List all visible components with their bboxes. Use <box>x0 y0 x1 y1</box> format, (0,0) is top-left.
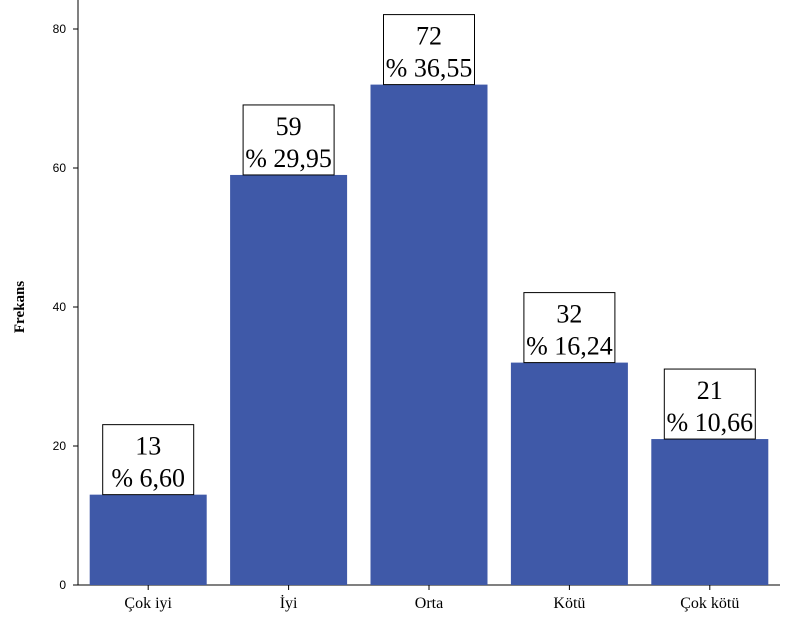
x-tick-label: Orta <box>415 595 443 612</box>
data-label-count: 59 <box>276 112 302 141</box>
data-labels: 13 % 6,60 59 % 29,95 72 % 36,55 32 % 16,24 21 % 1… <box>102 14 756 496</box>
data-label-box <box>383 14 475 86</box>
y-axis-label: Frekans <box>12 281 28 333</box>
x-tick-labels: Çok iyi İyi Orta Kötü Çok kötü <box>124 585 739 612</box>
x-tick-label: İyi <box>280 594 298 612</box>
x-tick-label: Kötü <box>553 595 585 612</box>
data-label-percent: % 10,66 <box>666 408 753 437</box>
bar <box>510 362 628 585</box>
x-tick-label: Çok iyi <box>124 595 172 612</box>
y-tick-label: 20 <box>53 439 67 453</box>
bar <box>370 84 488 585</box>
y-axis: 0 20 40 60 80 Frekans <box>12 0 79 592</box>
bar <box>230 174 348 585</box>
data-label-percent: % 29,95 <box>245 144 332 173</box>
data-label-percent: % 36,55 <box>386 54 473 83</box>
bar <box>89 494 207 585</box>
y-tick-label: 80 <box>53 22 67 36</box>
data-label-box <box>523 292 616 364</box>
bar <box>651 439 769 585</box>
y-tick-label: 40 <box>53 300 67 314</box>
data-label-count: 72 <box>416 22 442 51</box>
data-label-count: 13 <box>135 432 161 461</box>
data-label-percent: % 6,60 <box>111 464 185 493</box>
x-axis: Çok iyi İyi Orta Kötü Çok kötü <box>78 584 780 612</box>
data-label-count: 21 <box>697 376 723 405</box>
x-tick-label: Çok kötü <box>680 595 739 612</box>
y-ticks: 0 20 40 60 80 <box>53 22 78 592</box>
y-tick-label: 60 <box>53 161 67 175</box>
data-label-percent: % 16,24 <box>526 332 613 361</box>
data-label-box <box>102 424 195 496</box>
data-label-box <box>242 104 335 176</box>
data-label-box <box>663 368 756 440</box>
y-tick-label: 0 <box>59 578 66 592</box>
bars <box>89 84 769 585</box>
data-label-count: 32 <box>556 300 582 329</box>
